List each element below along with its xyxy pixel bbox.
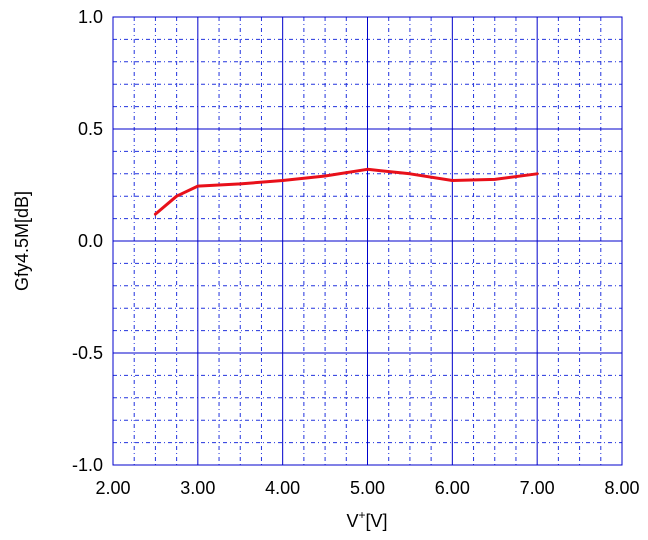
x-tick-label: 4.00 [265,478,300,498]
y-tick-label: 1.0 [78,7,103,27]
major-grid [113,17,622,465]
y-tick-label: -1.0 [72,455,103,475]
series-line [153,167,539,216]
x-tick-labels: 2.00 3.00 4.00 5.00 6.00 7.00 8.00 [95,478,639,498]
x-axis-label-unit: [V] [366,511,388,531]
x-axis-label: V+[V] [346,508,387,531]
x-tick-label: 8.00 [604,478,639,498]
x-axis-label-base: V [346,511,358,531]
y-tick-label: 0.5 [78,119,103,139]
y-tick-label: 0.0 [78,231,103,251]
x-tick-label: 2.00 [95,478,130,498]
x-tick-label: 6.00 [435,478,470,498]
series-layer [153,167,539,216]
plot-frame [112,16,623,466]
y-axis-label: Gfy4.5M[dB] [12,191,32,291]
x-tick-label: 3.00 [180,478,215,498]
y-tick-label: -0.5 [72,343,103,363]
y-tick-labels: 1.0 0.5 0.0 -0.5 -1.0 [72,7,103,475]
x-tick-label: 7.00 [520,478,555,498]
x-axis-label-superscript: + [358,508,365,522]
x-tick-label: 5.00 [350,478,385,498]
